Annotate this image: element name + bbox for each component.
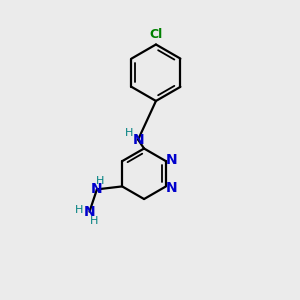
Text: N: N [132,133,144,147]
Text: N: N [166,153,177,167]
Text: H: H [124,128,133,138]
Text: Cl: Cl [149,28,163,41]
Text: N: N [91,182,103,197]
Text: N: N [84,205,95,219]
Text: H: H [90,216,98,226]
Text: N: N [166,181,177,195]
Text: H: H [75,205,83,215]
Text: H: H [96,176,104,186]
